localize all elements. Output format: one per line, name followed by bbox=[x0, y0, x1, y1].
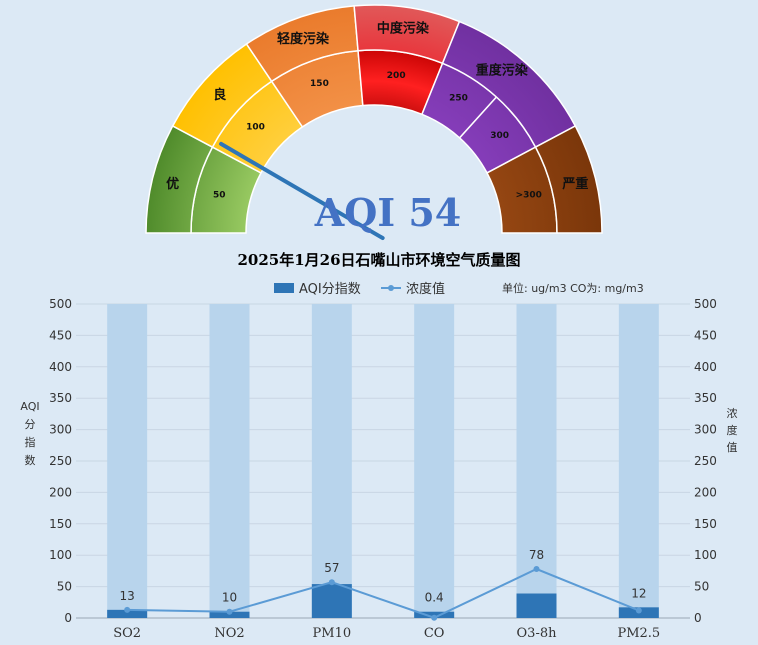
background-bar bbox=[209, 304, 250, 618]
y-axis-right-label: 浓度值 bbox=[727, 407, 738, 454]
chart-title: 2025年1月26日石嘴山市环境空气质量图 bbox=[237, 251, 520, 269]
concentration-point bbox=[431, 614, 438, 621]
y-right-tick-label: 400 bbox=[694, 360, 717, 374]
y-right-tick-label: 450 bbox=[694, 328, 717, 342]
y-left-tick-label: 50 bbox=[57, 580, 72, 594]
legend-bar-swatch bbox=[274, 283, 294, 293]
data-label: 12 bbox=[631, 586, 646, 600]
y-right-tick-label: 0 bbox=[694, 611, 702, 625]
legend-line-marker bbox=[388, 285, 394, 291]
y-left-tick-label: 100 bbox=[49, 548, 72, 562]
aqi-bar-line-chart: 2025年1月26日石嘴山市环境空气质量图 AQI分指数 浓度值 单位: ug/… bbox=[20, 251, 738, 641]
y-left-tick-label: 250 bbox=[49, 454, 72, 468]
background-bar bbox=[311, 304, 352, 618]
y-right-tick-label: 100 bbox=[694, 548, 717, 562]
y-axis-left-ticks: 0 50 100 150 200 250 300 350 400 450 500 bbox=[49, 297, 72, 625]
gauge-segments bbox=[145, 4, 603, 234]
x-tick-label: NO2 bbox=[214, 626, 244, 641]
gauge-category-label: 中度污染 bbox=[377, 21, 430, 37]
y-axis-right-ticks: 0 50 100 150 200 250 300 350 400 450 500 bbox=[694, 297, 717, 625]
background-bar bbox=[516, 304, 557, 618]
y-right-tick-label: 200 bbox=[694, 485, 717, 499]
y-left-tick-label: 150 bbox=[49, 517, 72, 531]
data-label: 0.4 bbox=[425, 591, 444, 605]
gauge-inner-labels: 50 100 150 200 250 300 >300 bbox=[213, 71, 542, 200]
gauge-ring-outer-severe bbox=[534, 124, 603, 234]
gauge-category-label: 轻度污染 bbox=[277, 31, 330, 47]
y-left-tick-label: 400 bbox=[49, 360, 72, 374]
gauge-scale-label: 100 bbox=[246, 122, 265, 132]
y-left-tick-label: 0 bbox=[64, 611, 72, 625]
aqi-value-text: AQI 54 bbox=[314, 190, 461, 235]
units-note: 单位: ug/m3 CO为: mg/m3 bbox=[502, 281, 644, 295]
y-left-tick-label: 200 bbox=[49, 485, 72, 499]
concentration-point bbox=[226, 608, 233, 615]
y-left-tick-label: 300 bbox=[49, 423, 72, 437]
y-right-tick-label: 150 bbox=[694, 517, 717, 531]
y-left-tick-label: 450 bbox=[49, 328, 72, 342]
y-right-tick-label: 350 bbox=[694, 391, 717, 405]
background-bar bbox=[618, 304, 659, 618]
aqi-bars bbox=[107, 584, 659, 618]
aqi-bar bbox=[209, 611, 250, 618]
concentration-line bbox=[124, 566, 642, 621]
x-tick-label: PM10 bbox=[313, 626, 352, 641]
gauge-scale-label: 250 bbox=[449, 94, 468, 104]
grid-lines bbox=[76, 303, 690, 619]
y-right-tick-label: 250 bbox=[694, 454, 717, 468]
y-left-tick-label: 350 bbox=[49, 391, 72, 405]
y-left-tick-label: 500 bbox=[49, 297, 72, 311]
gauge-scale-label: 200 bbox=[387, 71, 406, 81]
gauge-category-label: 良 bbox=[213, 87, 226, 103]
aqi-bar bbox=[516, 593, 557, 618]
data-label: 78 bbox=[529, 548, 544, 562]
gauge-needle bbox=[219, 141, 385, 241]
x-tick-label: SO2 bbox=[113, 626, 141, 641]
y-right-tick-label: 500 bbox=[694, 297, 717, 311]
legend-line-label: 浓度值 bbox=[406, 281, 445, 297]
gauge-category-label: 严重 bbox=[561, 176, 588, 192]
gauge-scale-label: 150 bbox=[310, 79, 329, 89]
aqi-bar bbox=[311, 584, 352, 618]
y-right-tick-label: 50 bbox=[694, 580, 709, 594]
y-axis-left-label: AQI 分指数 bbox=[20, 400, 39, 467]
concentration-point bbox=[635, 607, 642, 614]
gauge-category-label: 重度污染 bbox=[476, 62, 529, 78]
x-tick-label: PM2.5 bbox=[617, 626, 660, 641]
x-tick-label: O3-8h bbox=[517, 626, 558, 641]
gauge-scale-label: >300 bbox=[516, 190, 542, 200]
data-label: 13 bbox=[120, 589, 135, 603]
concentration-point bbox=[124, 606, 131, 613]
gauge-scale-label: 50 bbox=[213, 190, 226, 200]
concentration-point bbox=[328, 579, 335, 586]
data-label: 57 bbox=[324, 561, 339, 575]
gauge-scale-label: 300 bbox=[490, 131, 509, 141]
concentration-line-path bbox=[127, 567, 640, 619]
gauge-category-label: 优 bbox=[166, 176, 179, 192]
data-label: 10 bbox=[222, 591, 237, 605]
data-labels: 13 10 57 0.4 78 12 bbox=[120, 548, 647, 605]
legend-bar-label: AQI分指数 bbox=[299, 282, 361, 297]
background-bar bbox=[107, 304, 148, 618]
background-bar bbox=[414, 304, 455, 618]
aqi-bar bbox=[107, 609, 148, 618]
legend: AQI分指数 浓度值 单位: ug/m3 CO为: mg/m3 bbox=[274, 281, 644, 297]
y-right-tick-label: 300 bbox=[694, 423, 717, 437]
background-bars bbox=[107, 304, 659, 618]
concentration-point bbox=[533, 566, 540, 573]
x-axis-ticks: SO2 NO2 PM10 CO O3-8h PM2.5 bbox=[113, 626, 660, 641]
x-tick-label: CO bbox=[424, 626, 445, 641]
